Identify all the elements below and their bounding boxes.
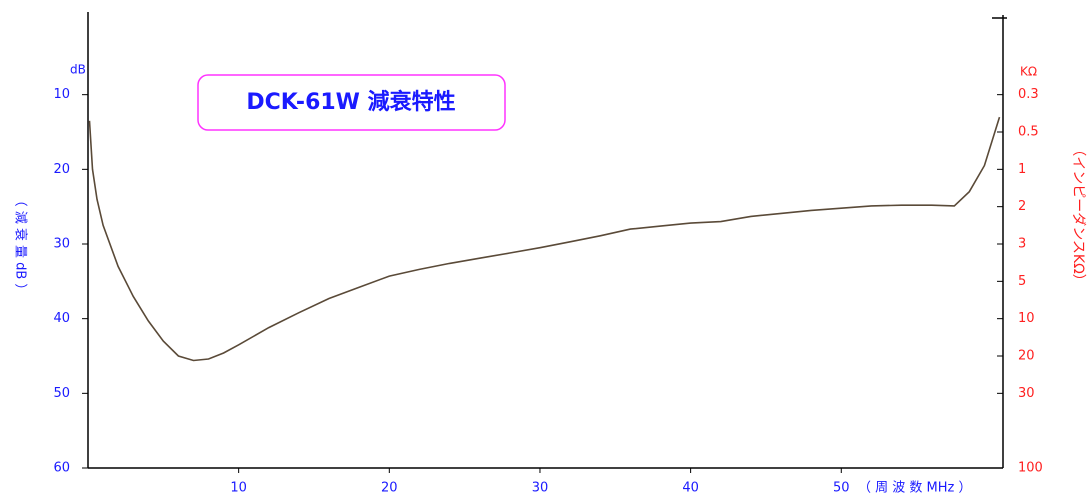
x-tick-label: 50 <box>833 481 850 496</box>
y-tick-label: 40 <box>53 311 70 326</box>
y2-tick-label: 20 <box>1018 349 1035 364</box>
x-tick-label: 20 <box>381 481 398 496</box>
y-unit: dB <box>70 63 86 77</box>
y-tick-label: 30 <box>53 237 70 252</box>
x-tick-label: 40 <box>682 481 699 496</box>
y-axis-label: （ 減 衰 量 dB ） <box>13 194 29 297</box>
y-tick-label: 20 <box>53 162 70 177</box>
y2-tick-label: 1 <box>1018 162 1026 177</box>
x-axis-label: （ 周 波 数 MHz ） <box>858 481 971 496</box>
chart-title: DCK-61W 減衰特性 <box>246 89 455 115</box>
title-box <box>197 74 506 131</box>
y2-tick-label: 10 <box>1018 311 1035 326</box>
y2-tick-label: 30 <box>1018 386 1035 401</box>
y2-tick-label: 0.5 <box>1018 125 1039 140</box>
x-tick-label: 10 <box>230 481 247 496</box>
y-tick-label: 50 <box>53 386 70 401</box>
x-tick-label: 30 <box>532 481 549 496</box>
y-tick-label: 60 <box>53 461 70 476</box>
y-tick-label: 10 <box>53 87 70 102</box>
y2-tick-label: 3 <box>1018 237 1026 252</box>
y2-tick-label: 100 <box>1018 461 1043 476</box>
y2-unit: KΩ <box>1020 65 1037 79</box>
line-series <box>88 116 1001 362</box>
y2-tick-label: 0.3 <box>1018 87 1039 102</box>
y2-tick-label: 5 <box>1018 274 1026 289</box>
y2-axis-label: （インピーダンスKΩ） <box>1070 142 1086 288</box>
y2-tick-label: 2 <box>1018 199 1026 214</box>
